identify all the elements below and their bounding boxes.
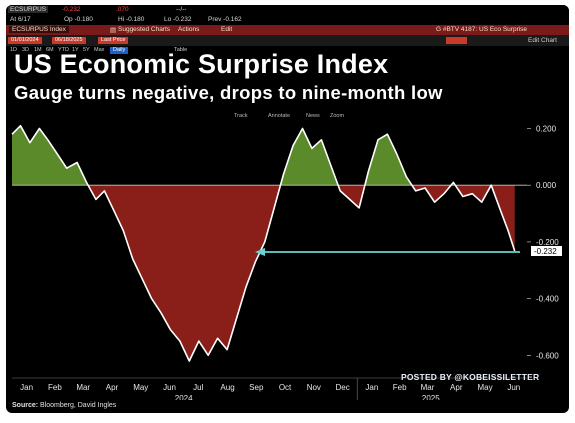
low-label: Lo -0.232 — [164, 16, 192, 23]
prev-label: Prev -0.162 — [208, 16, 242, 23]
y-tick-label-2: -0.200 — [536, 238, 559, 247]
chart-settings-bar: 01/01/2024 06/18/2025 Last Price Edit Ch… — [6, 35, 569, 46]
annotate-tool[interactable]: Annotate — [268, 113, 291, 119]
period-max[interactable]: Max — [94, 47, 105, 53]
table-button[interactable]: Table — [174, 47, 188, 53]
current-value-badge — [531, 245, 562, 256]
chart-icon: ▤ — [110, 27, 117, 34]
x-tick-label-14: Mar — [421, 383, 435, 392]
quote-bar: ECSURPUS -0.232 .070 --/-- — [6, 5, 569, 15]
suggested-charts-menu[interactable]: Suggested Charts — [118, 26, 171, 33]
x-year-label-0: 2024 — [175, 394, 193, 400]
period-6m[interactable]: 6M — [46, 47, 54, 53]
x-tick-label-5: Jun — [163, 383, 176, 392]
last-price: -0.232 — [62, 6, 81, 13]
period-1d[interactable]: 1D — [10, 47, 18, 53]
x-tick-label-15: Apr — [450, 383, 463, 392]
actions-menu[interactable]: Actions — [178, 26, 200, 33]
open-label: Op -0.180 — [64, 16, 93, 23]
ohlc-bar: At 6/17 Op -0.180 Hi -0.180 Lo -0.232 Pr… — [6, 15, 569, 25]
end-date-field[interactable]: 06/18/2025 — [52, 37, 86, 44]
x-tick-label-9: Oct — [279, 383, 292, 392]
chart-subtitle: Gauge turns negative, drops to nine-mont… — [14, 82, 443, 103]
bloomberg-terminal-window: ECSURPUS -0.232 .070 --/-- At 6/17 Op -0… — [6, 5, 569, 413]
period-5y[interactable]: 5Y — [83, 47, 90, 53]
interval-selector[interactable]: Daily — [110, 47, 129, 54]
x-year-label-1: 2025 — [422, 394, 440, 400]
source-note: Source: Bloomberg, David Ingles — [12, 402, 116, 409]
x-tick-label-11: Dec — [335, 383, 349, 392]
x-tick-label-17: Jun — [507, 383, 520, 392]
chart-title: US Economic Surprise Index — [14, 49, 389, 79]
current-value-label: -0.232 — [534, 247, 557, 256]
annotation-arrow-head — [255, 247, 265, 256]
x-tick-label-8: Sep — [249, 383, 264, 392]
series-line-surprise-index — [11, 124, 516, 362]
y-tick-label-4: -0.600 — [536, 351, 559, 360]
x-tick-label-10: Nov — [307, 383, 321, 392]
period-bar: 1D 3D 1M 6M YTD 1Y 5Y Max Daily Table — [6, 46, 569, 55]
x-tick-label-0: Jan — [20, 383, 33, 392]
track-tool[interactable]: Track — [234, 113, 248, 119]
x-tick-label-16: May — [477, 383, 492, 392]
security-field[interactable]: ECSURPUS Index — [9, 26, 69, 33]
ticker-symbol[interactable]: ECSURPUS — [8, 6, 49, 13]
negative-area-5 — [411, 185, 452, 203]
command-bar: ECSURPUS Index ▤ Suggested Charts Action… — [6, 25, 569, 35]
period-1m[interactable]: 1M — [34, 47, 42, 53]
high-label: Hi -0.180 — [118, 16, 145, 23]
edit-menu[interactable]: Edit — [221, 26, 233, 33]
news-tool[interactable]: News — [306, 113, 320, 119]
compare-field[interactable] — [446, 37, 468, 44]
x-tick-label-7: Aug — [220, 383, 234, 392]
zoom-tool[interactable]: Zoom — [330, 113, 345, 119]
period-1y[interactable]: 1Y — [72, 47, 79, 53]
positive-area-0 — [12, 125, 89, 186]
at-label: At 6/17 — [10, 16, 31, 23]
period-3d[interactable]: 3D — [22, 47, 30, 53]
edit-chart-button[interactable]: Edit Chart — [528, 37, 557, 44]
price-change-pct: --/-- — [176, 6, 187, 13]
surprise-index-chart: 0.200 0.000 -0.200 -0.400 -0.600 Jan Feb Mar Ap… — [11, 124, 562, 400]
x-tick-label-4: May — [133, 383, 148, 392]
source-text: Bloomberg, David Ingles — [40, 402, 117, 409]
source-label: Source: — [12, 402, 39, 409]
x-tick-label-3: Apr — [106, 383, 119, 392]
y-tick-label-3: -0.400 — [536, 295, 559, 304]
start-date-field[interactable]: 01/01/2024 — [8, 37, 42, 44]
x-tick-label-6: Jul — [193, 383, 203, 392]
x-tick-label-1: Feb — [48, 383, 62, 392]
y-tick-label-0: 0.200 — [536, 125, 557, 134]
x-tick-label-12: Jan — [365, 383, 378, 392]
period-ytd[interactable]: YTD — [58, 47, 69, 53]
price-change: .070 — [116, 6, 129, 13]
credit-watermark: POSTED BY @KOBEISSILETTER — [401, 372, 540, 382]
y-tick-label-1: 0.000 — [536, 181, 557, 190]
negative-area-1 — [88, 185, 281, 361]
x-tick-label-2: Mar — [76, 383, 90, 392]
chart-tab-label[interactable]: G #BTV 4187: US Eco Surprise — [436, 26, 528, 33]
negative-area-9 — [491, 185, 515, 251]
x-tick-label-13: Feb — [393, 383, 407, 392]
negative-area-3 — [338, 185, 365, 208]
frequency-field[interactable]: Last Price — [98, 37, 129, 44]
